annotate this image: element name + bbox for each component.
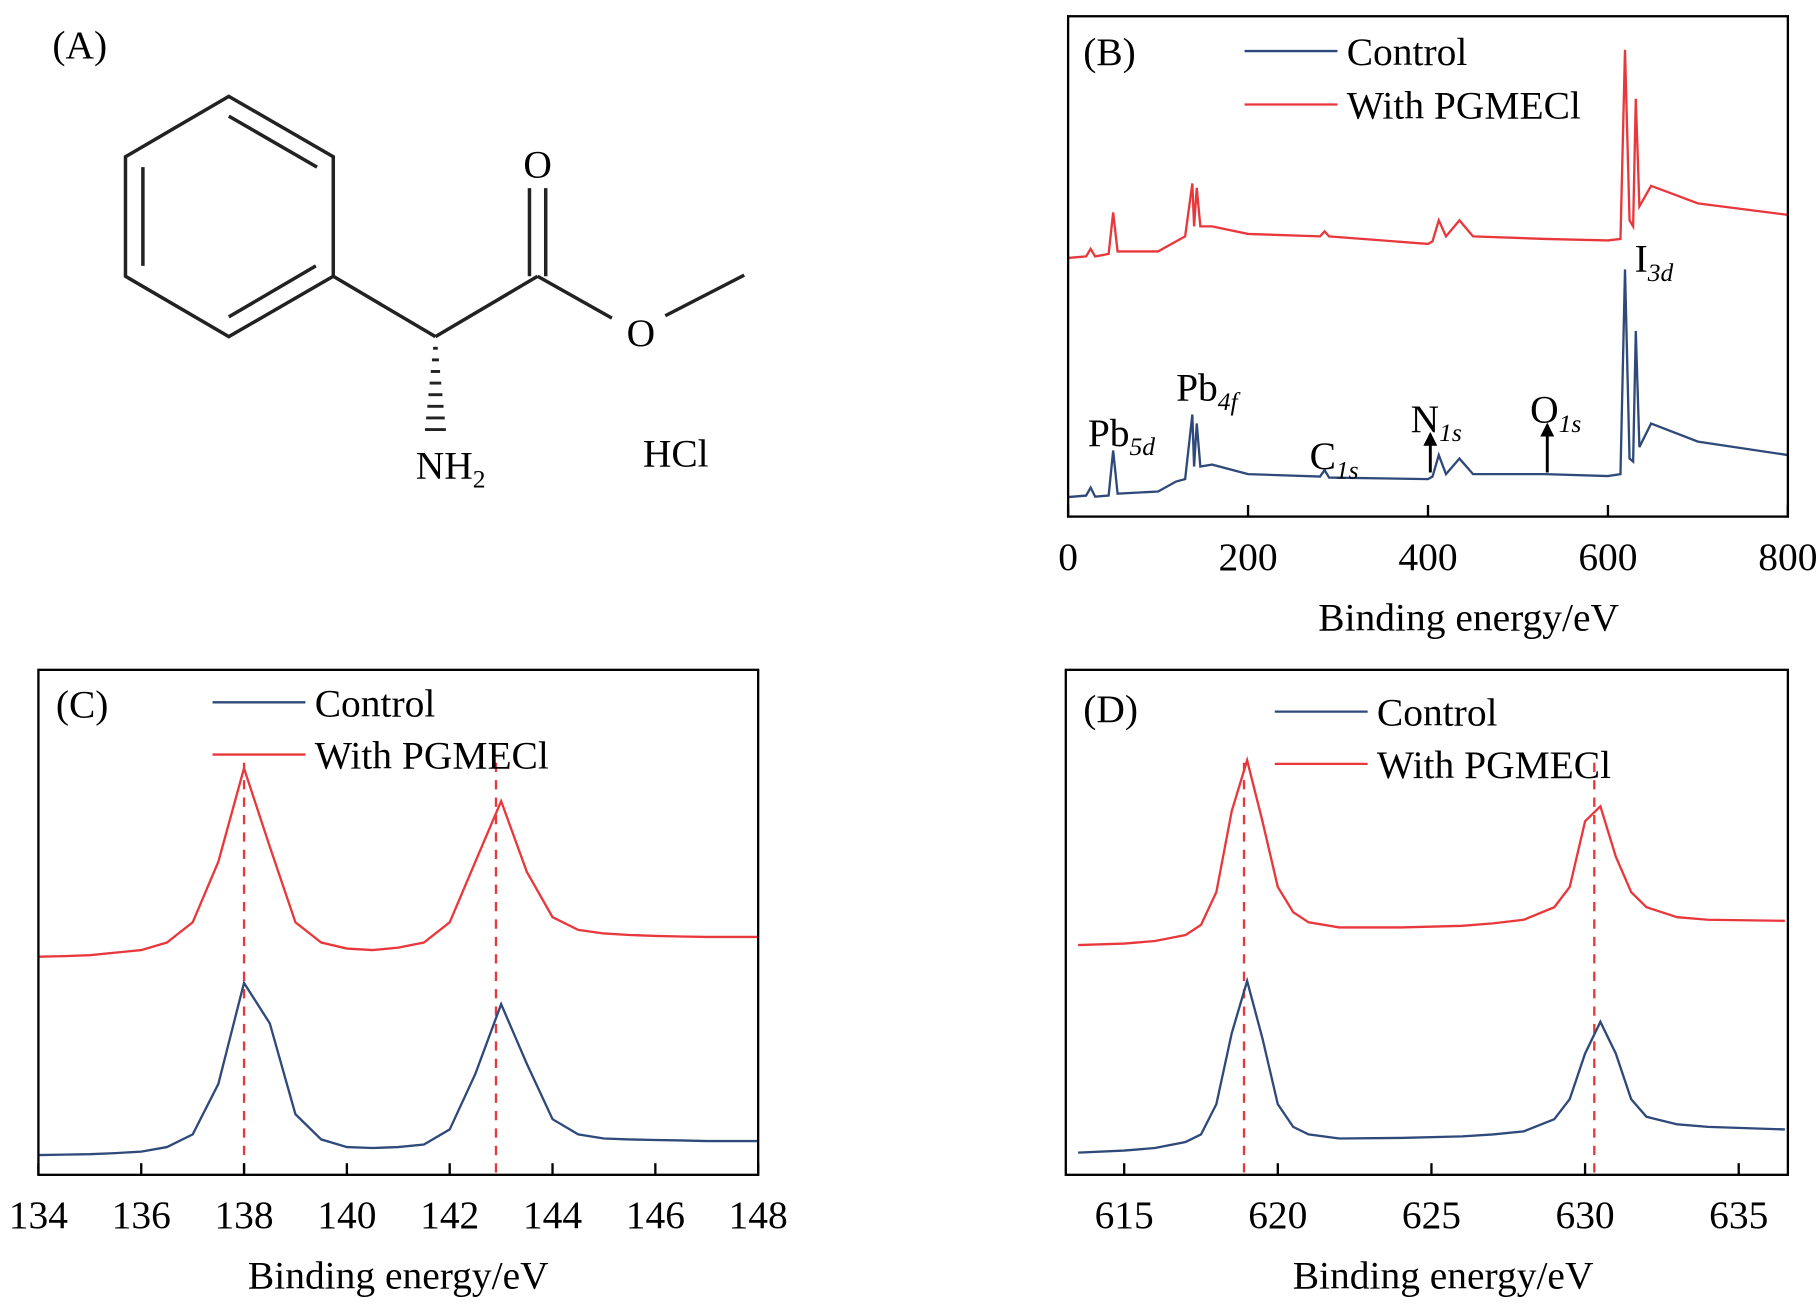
x-tick-label: 625 bbox=[1402, 1193, 1461, 1237]
x-tick-label: 800 bbox=[1758, 535, 1817, 579]
x-axis-label: Binding energy/eV bbox=[1318, 595, 1619, 639]
legend-label: Control bbox=[1377, 691, 1498, 735]
plot-frame bbox=[37, 668, 760, 1176]
annotation: N1s bbox=[1411, 397, 1462, 447]
hashed-wedge bbox=[424, 346, 446, 431]
annotation-subscript: 5d bbox=[1130, 432, 1156, 461]
annotation-subscript: 1s bbox=[1559, 409, 1582, 438]
atom-text: NH bbox=[416, 443, 473, 487]
atom-label: O bbox=[627, 311, 656, 355]
legend-label: Control bbox=[315, 681, 436, 725]
plot-frame bbox=[1066, 15, 1790, 518]
legend-label: Control bbox=[1347, 30, 1468, 74]
legend-label: With PGMECl bbox=[1377, 743, 1611, 787]
panel-label: (A) bbox=[52, 23, 107, 67]
x-tick-label: 148 bbox=[729, 1193, 788, 1237]
x-tick-label: 134 bbox=[9, 1193, 68, 1237]
annotation: C1s bbox=[1310, 434, 1359, 484]
series-line bbox=[38, 764, 759, 958]
series-line bbox=[1068, 269, 1789, 499]
legend-label: With PGMECl bbox=[315, 734, 549, 778]
bond bbox=[536, 274, 613, 320]
bond bbox=[434, 274, 539, 339]
panel-label: (C) bbox=[56, 682, 109, 726]
x-tick-label: 138 bbox=[214, 1193, 273, 1237]
atom-label: NH2 bbox=[416, 443, 486, 493]
annotation: I3d bbox=[1635, 237, 1674, 287]
atom-subscript: 2 bbox=[473, 465, 486, 494]
bond bbox=[227, 114, 318, 169]
benzene-ring bbox=[123, 94, 336, 339]
x-tick-label: 146 bbox=[626, 1193, 685, 1237]
series-line bbox=[38, 980, 759, 1157]
x-tick-label: 615 bbox=[1095, 1193, 1154, 1237]
annotation-arrowhead bbox=[1540, 422, 1555, 437]
annotation-subscript: 4f bbox=[1218, 387, 1242, 416]
x-tick-label: 0 bbox=[1058, 535, 1078, 579]
annotation-text: C bbox=[1310, 434, 1336, 478]
x-axis-label: Binding energy/eV bbox=[248, 1254, 549, 1298]
series-line bbox=[1068, 49, 1789, 260]
x-tick-label: 136 bbox=[112, 1193, 171, 1237]
annotation: Pb4f bbox=[1176, 366, 1241, 416]
annotation: O1s bbox=[1530, 388, 1581, 438]
x-tick-label: 144 bbox=[523, 1193, 582, 1237]
x-tick-label: 200 bbox=[1218, 535, 1277, 579]
bond bbox=[664, 273, 746, 318]
series-line bbox=[1078, 755, 1785, 947]
annotation-text: N bbox=[1411, 397, 1440, 441]
series-line bbox=[1078, 976, 1785, 1154]
annotation: Pb5d bbox=[1088, 411, 1155, 461]
x-tick-label: 400 bbox=[1398, 535, 1457, 579]
panel-label: (D) bbox=[1083, 687, 1138, 731]
annotation-text: O bbox=[1530, 388, 1559, 432]
x-tick-label: 630 bbox=[1555, 1193, 1614, 1237]
x-tick-label: 140 bbox=[317, 1193, 376, 1237]
legend-label: With PGMECl bbox=[1347, 83, 1581, 127]
structure: (A) O O NH2 HCl bbox=[52, 23, 746, 494]
atom-label: O bbox=[523, 143, 552, 187]
plot-frame bbox=[1064, 668, 1790, 1176]
x-axis-label: Binding energy/eV bbox=[1293, 1254, 1594, 1298]
bond bbox=[227, 264, 317, 319]
bond bbox=[332, 274, 437, 339]
annotation-text: Pb bbox=[1088, 411, 1130, 455]
x-tick-label: 635 bbox=[1709, 1193, 1768, 1237]
x-tick-label: 600 bbox=[1578, 535, 1637, 579]
panel-label: (B) bbox=[1083, 30, 1136, 74]
annotation-subscript: 3d bbox=[1647, 258, 1674, 287]
annotation-subscript: 1s bbox=[1336, 455, 1359, 484]
annotation-text: Pb bbox=[1176, 366, 1218, 410]
atom-label: HCl bbox=[643, 432, 709, 476]
annotation-arrowhead bbox=[1423, 431, 1438, 446]
x-tick-label: 142 bbox=[420, 1193, 479, 1237]
x-tick-label: 620 bbox=[1248, 1193, 1307, 1237]
annotation-text: I bbox=[1635, 237, 1648, 281]
annotation-subscript: 1s bbox=[1439, 418, 1462, 447]
